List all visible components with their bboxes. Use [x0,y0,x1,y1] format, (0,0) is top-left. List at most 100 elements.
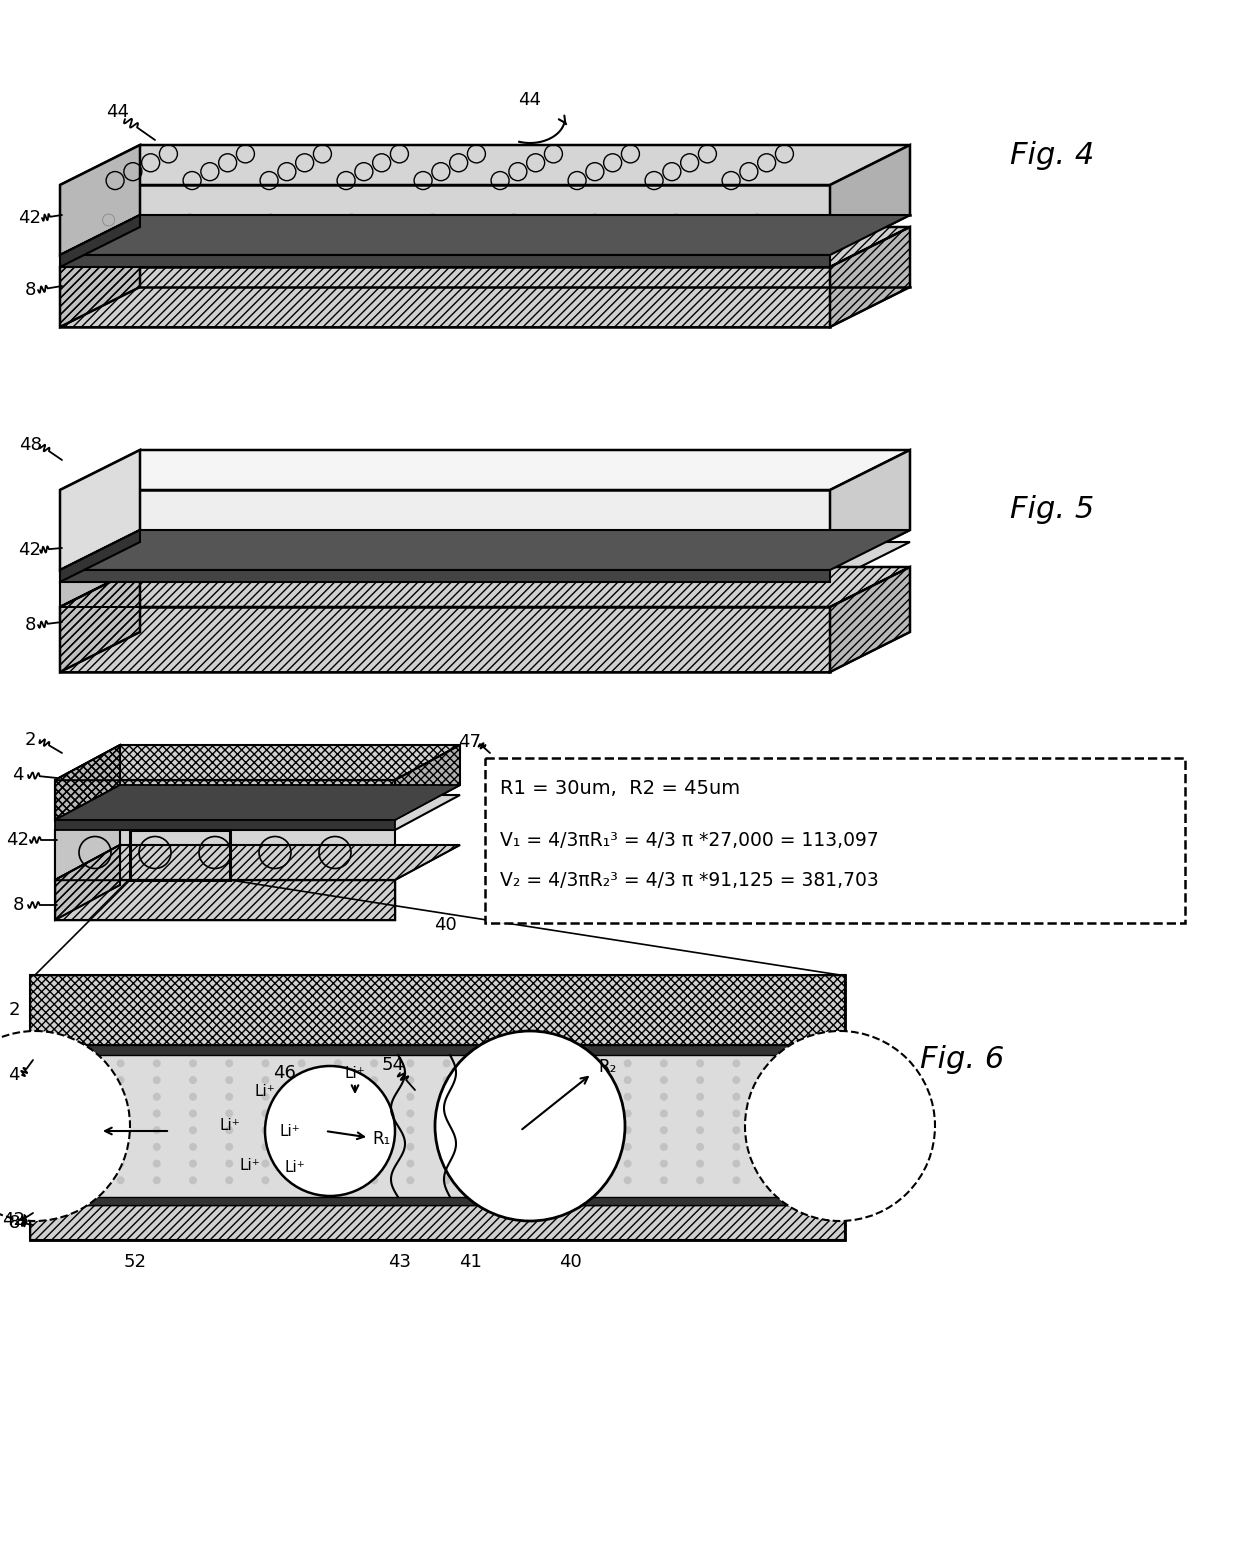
Circle shape [769,1176,776,1185]
Circle shape [552,1143,559,1151]
Circle shape [226,1092,233,1101]
Circle shape [370,1126,378,1134]
Circle shape [443,1176,450,1185]
Circle shape [407,1160,414,1168]
Circle shape [370,1160,378,1168]
Circle shape [624,1060,631,1067]
Circle shape [515,1160,523,1168]
Polygon shape [60,606,830,671]
Polygon shape [55,780,396,820]
Circle shape [407,1143,414,1151]
Circle shape [334,1077,342,1084]
Circle shape [769,1160,776,1168]
Polygon shape [60,531,910,569]
Circle shape [117,1109,124,1117]
Circle shape [624,1176,631,1185]
Polygon shape [60,268,830,326]
Polygon shape [830,450,910,569]
Circle shape [805,1160,812,1168]
Text: Li⁺: Li⁺ [239,1159,260,1174]
Polygon shape [30,975,844,1241]
Circle shape [588,1126,595,1134]
Polygon shape [60,450,910,490]
Text: 2: 2 [9,1001,20,1019]
Circle shape [81,1160,88,1168]
Circle shape [226,1176,233,1185]
Circle shape [588,1143,595,1151]
Circle shape [262,1077,269,1084]
Circle shape [552,1109,559,1117]
Circle shape [588,1109,595,1117]
Polygon shape [55,845,460,880]
Text: R₂: R₂ [599,1058,616,1077]
Circle shape [334,1160,342,1168]
Text: R₁: R₁ [372,1129,391,1148]
Circle shape [805,1092,812,1101]
Circle shape [443,1077,450,1084]
Circle shape [334,1176,342,1185]
Circle shape [407,1126,414,1134]
Text: 2: 2 [25,732,36,749]
Circle shape [153,1109,161,1117]
Polygon shape [55,795,120,880]
Circle shape [479,1109,487,1117]
Text: 8: 8 [25,282,36,299]
Circle shape [660,1160,668,1168]
Circle shape [81,1092,88,1101]
Circle shape [298,1077,306,1084]
Polygon shape [60,227,140,326]
Circle shape [334,1109,342,1117]
Text: 41: 41 [459,1253,481,1272]
Polygon shape [60,568,140,671]
Circle shape [479,1077,487,1084]
Circle shape [515,1092,523,1101]
Circle shape [805,1176,812,1185]
Circle shape [733,1126,740,1134]
Polygon shape [830,145,910,255]
Circle shape [117,1060,124,1067]
Circle shape [588,1060,595,1067]
Text: 52: 52 [124,1253,146,1272]
Circle shape [81,1109,88,1117]
Polygon shape [830,568,910,671]
Polygon shape [60,531,140,582]
Circle shape [769,1077,776,1084]
Circle shape [552,1126,559,1134]
Polygon shape [55,784,460,820]
Circle shape [226,1060,233,1067]
Circle shape [696,1077,704,1084]
Polygon shape [55,845,120,920]
Circle shape [443,1126,450,1134]
Circle shape [153,1143,161,1151]
Polygon shape [60,145,910,186]
Circle shape [117,1176,124,1185]
Circle shape [660,1126,668,1134]
Circle shape [298,1060,306,1067]
FancyBboxPatch shape [485,758,1185,924]
Circle shape [117,1126,124,1134]
Circle shape [479,1143,487,1151]
Circle shape [226,1143,233,1151]
Text: 4: 4 [12,766,24,784]
Polygon shape [60,541,910,582]
Circle shape [552,1060,559,1067]
Polygon shape [830,227,910,326]
Circle shape [188,1092,197,1101]
Polygon shape [55,880,396,920]
Circle shape [443,1109,450,1117]
Circle shape [443,1160,450,1168]
Polygon shape [60,186,830,255]
Circle shape [479,1126,487,1134]
Circle shape [660,1109,668,1117]
Circle shape [769,1143,776,1151]
Circle shape [81,1077,88,1084]
Circle shape [552,1092,559,1101]
Circle shape [515,1077,523,1084]
Circle shape [407,1060,414,1067]
Text: 8: 8 [25,616,36,634]
Polygon shape [60,582,830,606]
Circle shape [45,1077,52,1084]
Text: Li⁺: Li⁺ [254,1083,275,1098]
Polygon shape [60,490,830,569]
Circle shape [624,1077,631,1084]
